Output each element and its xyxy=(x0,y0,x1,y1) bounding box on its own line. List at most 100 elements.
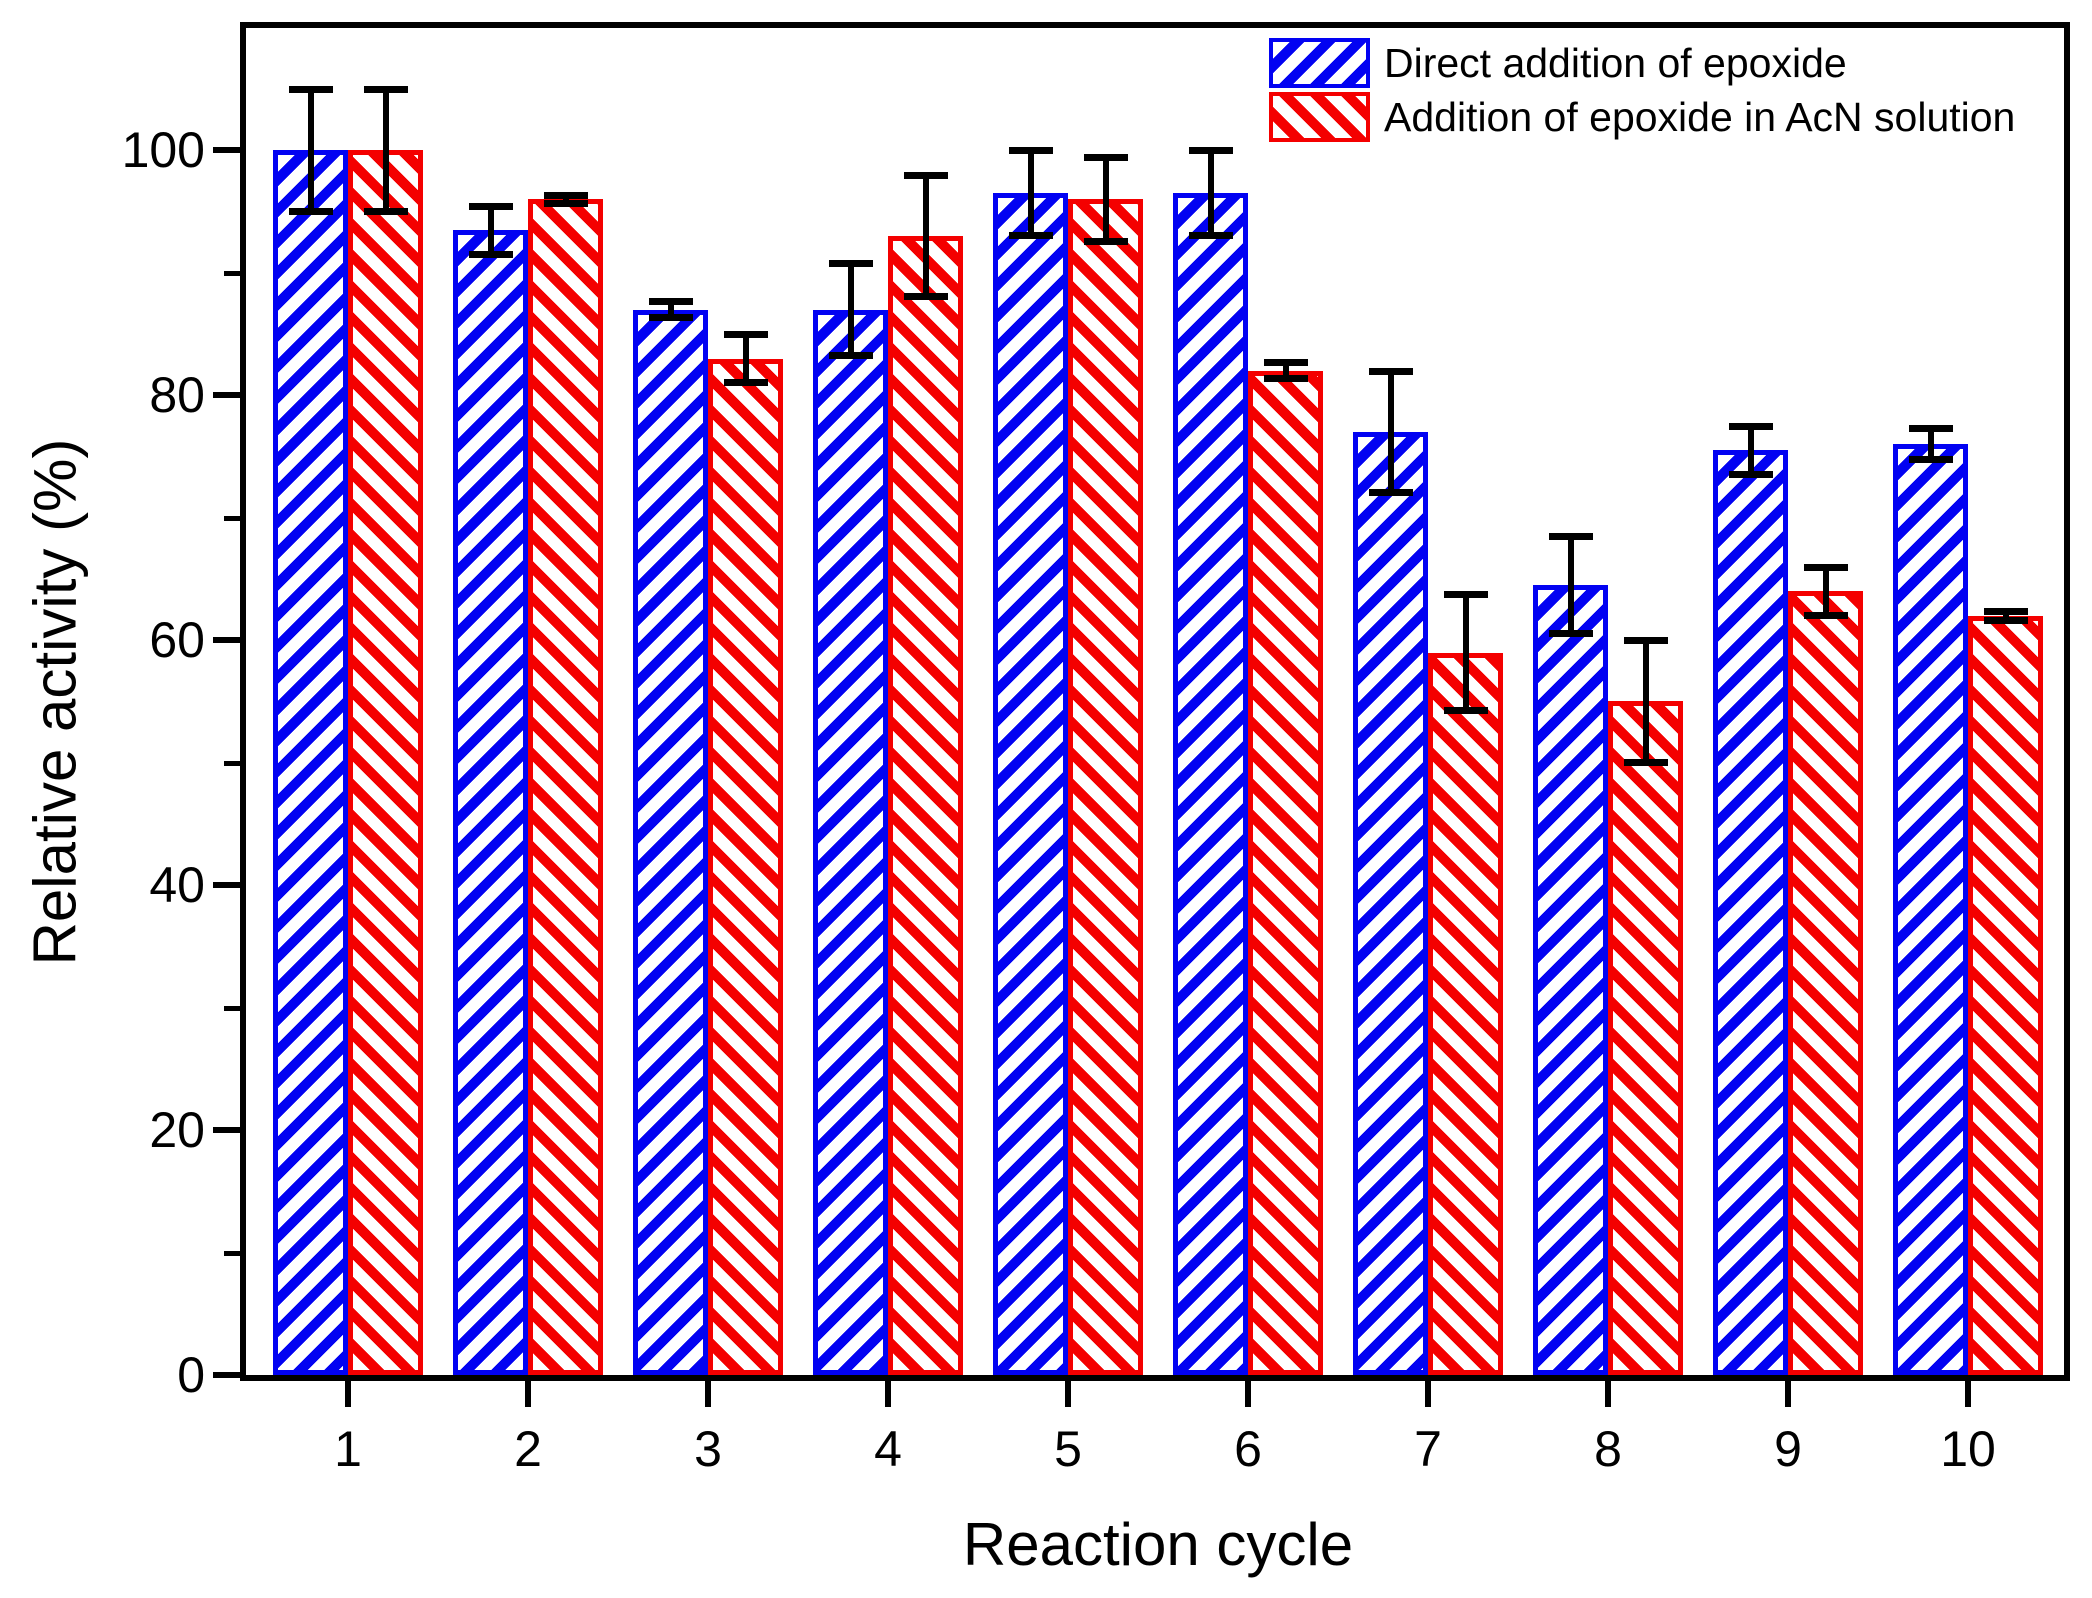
error-bar-cap-bottom xyxy=(1083,238,1128,246)
bar-blue-cycle-5 xyxy=(993,193,1068,1375)
error-bar-cap-bottom xyxy=(1188,232,1233,240)
error-bar-cap-top xyxy=(1548,533,1593,541)
error-bar-line xyxy=(487,205,494,255)
error-bar-cap-top xyxy=(828,260,873,268)
error-bar-cap-bottom xyxy=(1803,611,1848,619)
error-bar-cap-top xyxy=(1368,367,1413,375)
error-bar-line xyxy=(1102,156,1109,243)
error-bar-line xyxy=(307,89,314,212)
error-bar-cap-bottom xyxy=(723,379,768,387)
x-tick-label: 2 xyxy=(514,1421,542,1477)
error-bar-line xyxy=(1822,566,1829,616)
error-bar-cap-bottom xyxy=(1728,470,1773,478)
x-tick-label: 6 xyxy=(1234,1421,1262,1477)
error-bar-line xyxy=(847,263,854,357)
bar-blue-cycle-10 xyxy=(1893,444,1968,1375)
y-minor-tick xyxy=(224,1005,240,1011)
error-bar-cap-top xyxy=(648,298,693,306)
error-bar-cap-top xyxy=(288,86,333,94)
error-bar-line xyxy=(382,89,389,212)
y-major-tick xyxy=(213,637,240,644)
x-axis-title: Reaction cycle xyxy=(962,1511,1354,1578)
bar-blue-cycle-7 xyxy=(1353,432,1428,1375)
error-bar-cap-bottom xyxy=(648,314,693,322)
error-bar-cap-top xyxy=(468,202,513,210)
error-bar-line xyxy=(1747,425,1754,475)
bar-red-cycle-9 xyxy=(1788,591,1863,1375)
x-major-tick xyxy=(1065,1381,1071,1407)
y-tick-label: 0 xyxy=(177,1347,205,1403)
error-bar-line xyxy=(742,334,749,384)
y-major-tick xyxy=(213,392,240,399)
error-bar-cap-bottom xyxy=(1368,489,1413,497)
legend-swatch-red-hatch xyxy=(1269,92,1370,142)
x-major-tick xyxy=(1605,1381,1611,1407)
error-bar-cap-top xyxy=(1083,153,1128,161)
error-bar-cap-top xyxy=(1983,607,2028,615)
x-tick-label: 5 xyxy=(1054,1421,1082,1477)
bar-blue-cycle-1 xyxy=(273,150,348,1375)
error-bar-line xyxy=(1642,640,1649,763)
error-bar-cap-top xyxy=(1008,147,1053,155)
error-bar-line xyxy=(2002,610,2009,621)
x-tick-label: 1 xyxy=(334,1421,362,1477)
y-minor-tick xyxy=(224,515,240,521)
x-tick-label: 9 xyxy=(1774,1421,1802,1477)
bar-blue-cycle-8 xyxy=(1533,585,1608,1375)
bar-red-cycle-1 xyxy=(348,150,423,1375)
error-bar-cap-bottom xyxy=(363,207,408,215)
error-bar-cap-bottom xyxy=(1623,758,1668,766)
error-bar-cap-bottom xyxy=(1983,616,2028,624)
error-bar-cap-bottom xyxy=(828,352,873,360)
error-bar-cap-top xyxy=(723,331,768,339)
error-bar-line xyxy=(667,301,674,319)
error-bar-cap-top xyxy=(1188,147,1233,155)
y-minor-tick xyxy=(224,270,240,276)
y-tick-label: 20 xyxy=(149,1102,205,1159)
y-tick-label: 40 xyxy=(149,857,205,914)
x-tick-label: 3 xyxy=(694,1421,722,1477)
error-bar-line xyxy=(1462,593,1469,712)
y-tick-label: 60 xyxy=(149,612,205,669)
bar-red-cycle-10 xyxy=(1968,616,2043,1375)
error-bar-line xyxy=(922,174,929,298)
x-major-tick xyxy=(345,1381,351,1407)
bar-blue-cycle-2 xyxy=(453,230,528,1375)
x-tick-label: 10 xyxy=(1940,1421,1996,1477)
y-tick-label: 80 xyxy=(149,367,205,424)
y-major-tick xyxy=(213,147,240,154)
x-tick-label: 4 xyxy=(874,1421,902,1477)
error-bar-line xyxy=(1387,370,1394,494)
bar-red-cycle-3 xyxy=(708,359,783,1375)
error-bar-cap-top xyxy=(363,86,408,94)
y-major-tick xyxy=(213,882,240,889)
error-bar-cap-top xyxy=(1443,590,1488,598)
x-major-tick xyxy=(1425,1381,1431,1407)
y-tick-label: 100 xyxy=(121,122,205,179)
error-bar-line xyxy=(1927,428,1934,461)
x-tick-label: 7 xyxy=(1414,1421,1442,1477)
error-bar-cap-bottom xyxy=(468,250,513,258)
error-bar-line xyxy=(1207,150,1214,237)
error-bar-cap-top xyxy=(1803,563,1848,571)
error-bar-cap-top xyxy=(543,191,588,199)
legend-swatch-blue-hatch xyxy=(1269,38,1370,88)
error-bar-cap-bottom xyxy=(1908,456,1953,464)
error-bar-cap-bottom xyxy=(1548,630,1593,638)
error-bar-cap-bottom xyxy=(1263,375,1308,383)
x-major-tick xyxy=(1245,1381,1251,1407)
legend-label: Addition of epoxide in AcN solution xyxy=(1384,94,2016,140)
bar-blue-cycle-4 xyxy=(813,310,888,1375)
bar-red-cycle-4 xyxy=(888,236,963,1375)
bar-red-cycle-6 xyxy=(1248,371,1323,1375)
x-major-tick xyxy=(1785,1381,1791,1407)
error-bar-cap-top xyxy=(1263,359,1308,367)
y-major-tick xyxy=(213,1127,240,1134)
y-minor-tick xyxy=(224,1250,240,1256)
bar-red-cycle-2 xyxy=(528,199,603,1375)
error-bar-cap-top xyxy=(1908,425,1953,433)
error-bar-line xyxy=(1027,150,1034,237)
error-bar-line xyxy=(562,194,569,205)
error-bar-cap-top xyxy=(903,171,948,179)
